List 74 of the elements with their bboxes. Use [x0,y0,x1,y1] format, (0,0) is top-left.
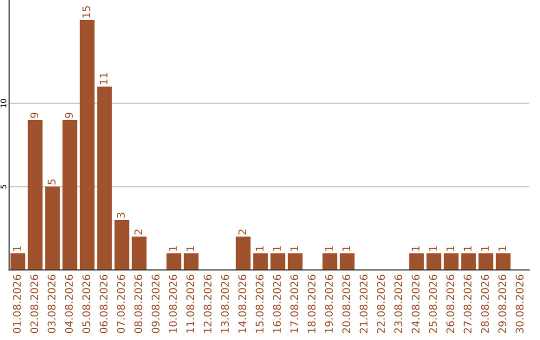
bar [288,253,303,270]
data-label: 9 [30,112,38,118]
x-tick-label: 08.08.2026 [134,274,142,334]
x-tick-label: 18.08.2026 [308,274,316,333]
data-label: 1 [290,246,298,251]
bar [340,253,355,270]
x-tick-label: 02.08.2026 [30,274,38,334]
bar [478,253,494,270]
data-label: 1 [342,246,350,251]
bar [409,253,424,270]
x-tick-label: 05.08.2026 [82,274,90,334]
bar [444,253,459,270]
data-label: 3 [116,212,125,218]
bar [10,253,26,270]
data-label: 1 [325,246,333,251]
data-label: 2 [238,230,246,234]
x-tick-label: 10.08.2026 [168,274,177,333]
bar [45,186,60,270]
data-label: 1 [464,246,472,251]
x-tick-label: 20.08.2026 [342,274,350,334]
x-tick-label: 06.08.2026 [100,274,108,334]
x-tick-label: 15.08.2026 [256,274,264,333]
data-label: 1 [273,246,281,251]
x-tick-label: 11.08.2026 [186,274,194,333]
bar [62,120,78,270]
bar [496,253,511,270]
data-label: 1 [481,246,489,251]
bar [322,253,338,270]
data-label: 1 [256,246,264,251]
x-tick-label: 07.08.2026 [116,274,125,334]
x-tick-label: 23.08.2026 [394,274,402,334]
x-tick-label: 03.08.2026 [48,274,56,334]
bar [253,253,268,270]
bar [461,253,476,270]
x-tick-label: 17.08.2026 [290,274,298,333]
bar [132,236,147,270]
x-tick-label: 30.08.2026 [516,274,524,333]
x-tick-label: 09.08.2026 [152,274,160,334]
x-tick-label: 27.08.2026 [464,274,472,334]
data-label: 15 [82,6,90,18]
data-label: 9 [64,112,73,118]
data-label: 11 [100,72,108,84]
bar [166,253,182,270]
data-label: 1 [13,246,21,251]
bar [97,86,112,270]
data-label: 1 [412,246,420,251]
bar [28,120,43,270]
x-tick-label: 26.08.2026 [446,274,454,334]
bar [114,220,130,270]
x-tick-label: 22.08.2026 [377,274,385,334]
x-tick-label: 29.08.2026 [498,274,506,334]
x-tick-label: 25.08.2026 [429,274,437,334]
bar [270,253,286,270]
data-label: 1 [169,246,177,251]
bar [80,20,95,270]
x-tick-label: 28.08.2026 [481,274,489,334]
x-tick-label: 19.08.2026 [325,274,333,333]
x-tick-label: 16.08.2026 [273,274,281,333]
bar [426,253,442,270]
bar [236,236,251,270]
x-tick-label: 13.08.2026 [221,274,229,333]
data-label: 1 [429,246,437,251]
x-tick-label: 14.08.2026 [238,274,246,333]
data-label: 2 [134,230,142,234]
x-tick-label: 01.08.2026 [12,274,21,334]
x-tick-label: 04.08.2026 [64,274,73,334]
data-label: 1 [186,246,194,251]
data-label: 1 [446,246,454,251]
x-tick-label: 12.08.2026 [204,274,212,333]
bar [184,253,199,270]
data-label: 5 [48,180,56,184]
x-tick-label: 21.08.2026 [360,274,368,334]
data-label: 1 [498,246,506,251]
x-tick-label: 24.08.2026 [412,274,420,334]
